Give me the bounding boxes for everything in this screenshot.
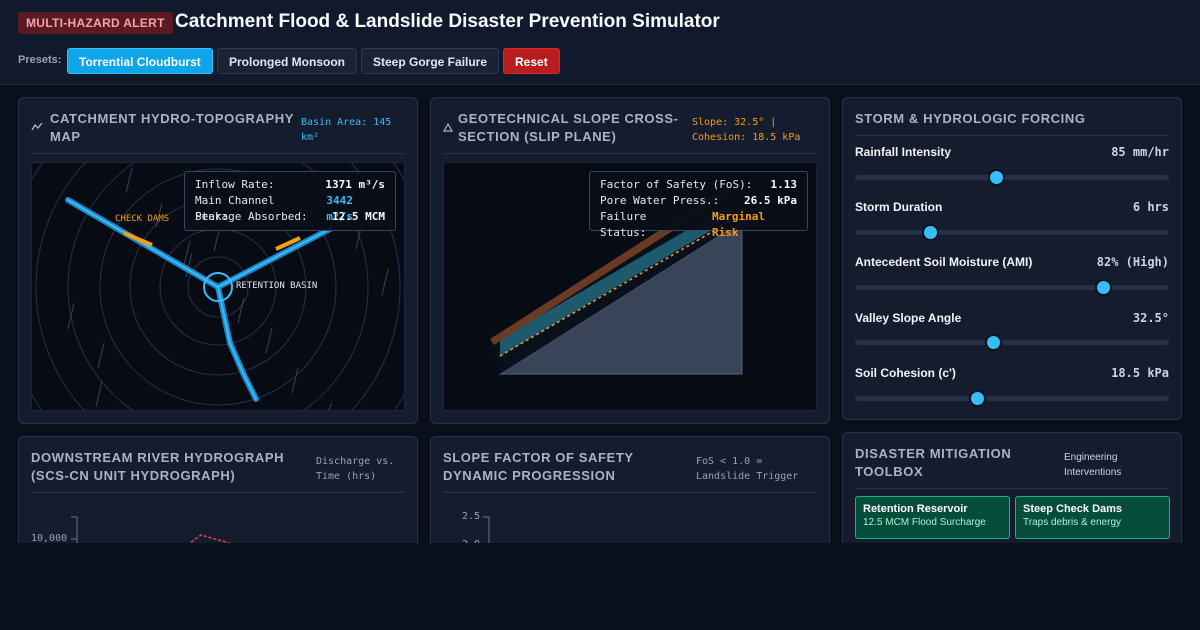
top-bar: MULTI-HAZARD ALERT Catchment Flood & Lan…	[0, 0, 1200, 85]
topography-map	[32, 163, 404, 410]
presets-label: Presets:	[18, 54, 62, 66]
check-dam	[123, 231, 153, 247]
panel-title: GEOTECHNICAL SLOPE CROSS- SECTION (SLIP P…	[458, 111, 679, 144]
panel-header: CATCHMENT HYDRO-TOPOGRAPHY MAP Basin Area…	[31, 98, 405, 154]
slider-thumb[interactable]	[987, 336, 1001, 349]
storm-duration-label: Storm Duration	[855, 200, 943, 214]
soil-moisture-label: Antecedent Soil Moisture (AMI)	[855, 255, 1033, 269]
slider-thumb[interactable]	[1097, 281, 1111, 294]
panel-header: SLOPE FACTOR OF SAFETY DYNAMIC PROGRESSIO…	[443, 437, 817, 493]
slider-thumb[interactable]	[971, 392, 985, 405]
viewport-bottom-fill	[0, 543, 1200, 630]
soil-cohesion-value: 18.5 kPa	[1111, 366, 1169, 380]
panel-title: DISASTER MITIGATION TOOLBOX	[855, 446, 1012, 479]
storm-duration-slider[interactable]	[855, 226, 1169, 239]
panel-title: CATCHMENT HYDRO-TOPOGRAPHY MAP	[50, 111, 295, 144]
preset-steep-gorge-failure-button[interactable]: Steep Gorge Failure	[361, 48, 500, 74]
slope-readout: Factor of Safety (FoS): 1.13 Pore Water P…	[589, 171, 808, 239]
hydrograph-y-tick: 10,000	[31, 533, 68, 544]
failure-status-value: Marginal Risk	[712, 210, 766, 239]
panel-title: SLOPE FACTOR OF SAFETY DYNAMIC PROGRESSIO…	[443, 450, 634, 483]
rainfall-intensity-slider[interactable]	[855, 171, 1169, 184]
slider-thumb[interactable]	[924, 226, 938, 239]
slope-diagram	[490, 185, 743, 375]
panel-header: STORM & HYDROLOGIC FORCING	[855, 98, 1169, 136]
panel-header: DOWNSTREAM RIVER HYDROGRAPH (SCS-CN UNIT …	[31, 437, 405, 493]
reset-button[interactable]: Reset	[503, 48, 560, 74]
retention-reservoir-card[interactable]: Retention Reservoir 12.5 MCM Flood Surch…	[855, 496, 1010, 539]
panel-title: DOWNSTREAM RIVER HYDROGRAPH (SCS-CN UNIT …	[31, 450, 285, 483]
preset-prolonged-monsoon-button[interactable]: Prolonged Monsoon	[217, 48, 357, 74]
warning-triangle-icon	[443, 123, 453, 132]
check-dam	[275, 236, 301, 251]
slope-cross-section-canvas[interactable]: Factor of Safety (FoS): 1.13 Pore Water P…	[443, 162, 817, 411]
steep-check-dams-card[interactable]: Steep Check Dams Traps debris & energy	[1015, 496, 1170, 539]
rainfall-intensity-label: Rainfall Intensity	[855, 145, 952, 159]
fos-threshold-note: FoS < 1.0 = Landslide Trigger	[696, 456, 799, 482]
soil-cohesion-slider[interactable]	[855, 392, 1169, 405]
hydrograph-axes-note: Discharge vs. Time (hrs)	[316, 456, 395, 482]
panel-title: STORM & HYDROLOGIC FORCING	[855, 111, 1086, 126]
retention-basin-marker	[203, 272, 233, 302]
check-dams-label: CHECK DAMS	[115, 214, 170, 224]
slider-thumb[interactable]	[990, 171, 1004, 184]
rainfall-intensity-value: 85 mm/hr	[1111, 145, 1169, 159]
slope-cross-section-panel: GEOTECHNICAL SLOPE CROSS- SECTION (SLIP P…	[430, 97, 830, 424]
catchment-map-canvas[interactable]: CHECK DAMS RETENTION BASIN Inflow Rate: 1…	[31, 162, 405, 411]
panel-header: DISASTER MITIGATION TOOLBOX Engineering In…	[855, 433, 1169, 489]
valley-slope-label: Valley Slope Angle	[855, 311, 962, 325]
catchment-map-panel: CATCHMENT HYDRO-TOPOGRAPHY MAP Basin Area…	[18, 97, 418, 424]
alert-badge: MULTI-HAZARD ALERT	[18, 12, 173, 34]
toolbox-subtitle: Engineering Interventions	[1064, 452, 1122, 478]
map-readout: Inflow Rate: 1371 m³/s Main Channel Peak:…	[184, 171, 396, 231]
storm-duration-value: 6 hrs	[1132, 200, 1169, 214]
valley-slope-value: 32.5°	[1132, 311, 1169, 325]
valley-slope-slider[interactable]	[855, 336, 1169, 349]
storm-forcing-panel: STORM & HYDROLOGIC FORCING Rainfall Inte…	[842, 97, 1182, 420]
basin-area-label: Basin Area: 145 km²	[301, 117, 392, 143]
slope-parameters-label: Slope: 32.5° | Cohesion: 18.5 kPa	[692, 117, 801, 143]
preset-torrential-cloudburst-button[interactable]: Torrential Cloudburst	[67, 48, 213, 74]
app-title: Catchment Flood & Landslide Disaster Pre…	[175, 11, 720, 32]
retention-basin-label: RETENTION BASIN	[236, 281, 318, 291]
soil-cohesion-label: Soil Cohesion (c')	[855, 366, 956, 380]
fos-y-tick: 2.5	[462, 511, 481, 522]
soil-moisture-value: 82% (High)	[1096, 255, 1169, 269]
soil-moisture-slider[interactable]	[855, 281, 1169, 294]
terrain-icon	[31, 122, 43, 131]
panel-header: GEOTECHNICAL SLOPE CROSS- SECTION (SLIP P…	[443, 98, 817, 154]
